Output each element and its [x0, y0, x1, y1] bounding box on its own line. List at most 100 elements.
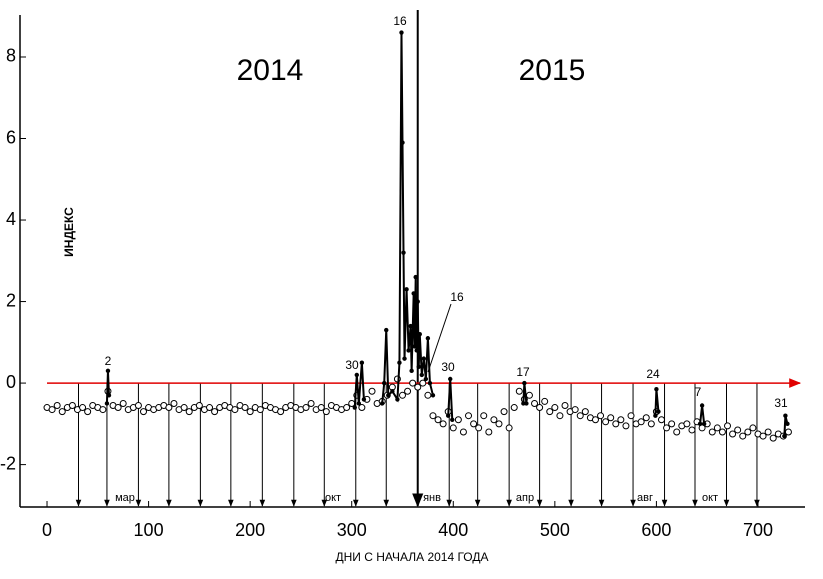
data-point	[211, 408, 219, 416]
spike-point	[409, 368, 414, 374]
data-point	[409, 379, 417, 387]
month-label: апр	[516, 492, 534, 504]
data-point	[414, 383, 422, 391]
spike-point	[401, 250, 406, 255]
annotation: 16	[450, 290, 464, 304]
data-point	[358, 404, 366, 412]
annotation: 30	[441, 360, 455, 374]
spike-point	[412, 344, 417, 349]
data-point	[724, 422, 732, 430]
spike-point	[400, 140, 405, 145]
data-point	[48, 406, 56, 414]
data-point	[561, 402, 569, 410]
data-point	[256, 406, 264, 414]
spike-point	[423, 376, 429, 382]
data-point	[459, 428, 467, 436]
data-point	[434, 416, 442, 424]
spike-point	[402, 356, 407, 361]
annotation: 2014	[237, 54, 304, 87]
data-point	[698, 424, 706, 432]
spike-point	[404, 287, 409, 292]
x-tick-label: 300	[337, 520, 367, 540]
data-point	[668, 420, 676, 428]
spike-point	[421, 356, 427, 361]
annotation: 2015	[519, 54, 586, 87]
y-axis-label: ИНДЕКС	[62, 207, 76, 257]
data-point	[581, 408, 589, 416]
data-point	[536, 404, 544, 412]
data-point	[419, 379, 427, 387]
data-point	[597, 412, 605, 420]
data-point	[531, 399, 539, 407]
data-point	[739, 432, 747, 440]
spike-point	[361, 397, 367, 402]
spike-point	[105, 368, 111, 374]
spike-point	[384, 327, 389, 333]
data-point	[241, 404, 249, 412]
data-point	[576, 412, 584, 420]
spike-point	[354, 372, 359, 378]
data-point	[744, 428, 752, 436]
data-point	[165, 404, 173, 412]
data-point	[495, 420, 503, 428]
spike-point	[408, 323, 413, 329]
data-point	[368, 387, 376, 395]
month-label: окт	[325, 492, 341, 504]
data-point	[53, 402, 61, 410]
data-point	[551, 404, 559, 412]
annotation: 17	[516, 365, 530, 379]
data-point	[602, 418, 610, 426]
spike-point	[785, 421, 790, 427]
spike-point	[699, 403, 705, 408]
data-point	[546, 408, 554, 416]
month-label: авг	[637, 492, 653, 504]
data-point	[246, 408, 254, 416]
data-point	[617, 416, 625, 424]
x-tick-label: 200	[235, 520, 265, 540]
spike-point	[413, 274, 418, 280]
data-point	[475, 424, 483, 432]
spike-point	[783, 413, 788, 418]
spike-point	[395, 397, 400, 402]
data-point	[541, 397, 549, 405]
spike-point	[524, 401, 529, 406]
x-tick-label: 500	[540, 520, 570, 540]
spike-point	[419, 372, 424, 378]
y-tick-label: -2	[0, 453, 16, 473]
month-label: окт	[702, 492, 718, 504]
data-point	[673, 428, 681, 436]
data-point	[637, 418, 645, 426]
data-point	[404, 387, 412, 395]
data-point	[591, 416, 599, 424]
data-point	[510, 404, 518, 412]
data-point	[170, 399, 178, 407]
data-point	[642, 414, 650, 422]
y-tick-label: 0	[6, 372, 16, 392]
spike-point	[446, 413, 451, 418]
data-point	[663, 424, 671, 432]
y-tick-label: 8	[6, 46, 16, 66]
data-point	[322, 408, 330, 416]
spike-point	[450, 417, 455, 422]
spike-point	[430, 393, 436, 398]
data-point	[180, 404, 188, 412]
annotation: 16	[393, 14, 407, 28]
spike-point	[414, 348, 419, 353]
data-point	[68, 402, 76, 410]
data-point	[718, 428, 726, 436]
data-point	[302, 404, 310, 412]
spike-line	[699, 405, 706, 424]
x-tick-label: 400	[438, 520, 468, 540]
data-point	[114, 404, 122, 412]
data-point	[734, 426, 742, 434]
spike-point	[359, 360, 365, 365]
data-point	[84, 408, 92, 416]
data-point	[607, 414, 615, 422]
data-point	[465, 412, 473, 420]
data-point	[398, 391, 406, 399]
spike-point	[701, 421, 707, 427]
data-point	[708, 428, 716, 436]
data-point	[769, 434, 777, 442]
spike-point	[352, 405, 357, 410]
